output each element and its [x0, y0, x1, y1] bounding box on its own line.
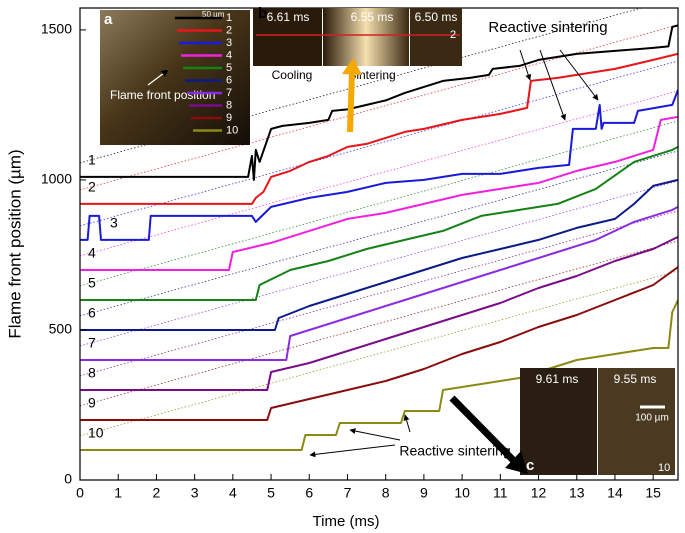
annotation: Reactive sintering: [399, 443, 510, 459]
x-tick-label: 3: [191, 485, 199, 501]
arrow-head: [342, 58, 362, 75]
x-tick-label: 14: [607, 485, 623, 501]
inset-number: 4: [226, 49, 232, 61]
x-tick-label: 4: [229, 485, 237, 501]
guide-line: [80, 150, 678, 317]
series-label: 1: [88, 152, 96, 168]
inset-shade: [100, 10, 250, 145]
inset-image: [253, 8, 322, 66]
panel-label: a: [104, 11, 113, 28]
x-tick-label: 2: [153, 485, 161, 501]
x-tick-label: 8: [382, 485, 390, 501]
inset-number: 10: [658, 462, 670, 474]
series-line: [80, 52, 678, 205]
arrow: [519, 49, 532, 81]
inset-number: 9: [226, 112, 232, 124]
x-tick-label: 12: [531, 485, 547, 501]
series-line: [80, 178, 678, 331]
series-label: 9: [88, 395, 96, 411]
y-tick-label: 1000: [41, 171, 72, 187]
scale-label: 100 µm: [635, 413, 669, 424]
inset-time: 9.55 ms: [614, 372, 657, 386]
x-tick-label: 15: [645, 485, 661, 501]
inset-number: 5: [226, 62, 232, 74]
arrow: [309, 444, 396, 458]
series-line: [80, 24, 678, 181]
series-label: 4: [88, 245, 96, 261]
y-tick-label: 500: [49, 321, 73, 337]
series-line: [80, 299, 678, 451]
inset-number: 7: [226, 87, 232, 99]
x-tick-label: 9: [420, 485, 428, 501]
inset-number: 6: [226, 74, 232, 86]
inset-image: [598, 368, 675, 475]
inset-text-group: 9.61 ms 9.55 ms 100 µm 10: [536, 372, 671, 474]
y-tick-label: 0: [64, 471, 72, 487]
x-tick-label: 10: [454, 485, 470, 501]
series-line: [80, 236, 678, 391]
y-axis-label: Flame front position (µm): [5, 149, 24, 338]
series-group: [80, 24, 678, 451]
x-tick-label: 7: [344, 485, 352, 501]
x-tick-label: 13: [569, 485, 585, 501]
inset-caption: Cooling: [272, 68, 313, 82]
x-tick-label: 1: [114, 485, 122, 501]
arrow: [449, 395, 518, 465]
annotation: Reactive sintering: [488, 19, 607, 36]
x-tick-label: 5: [267, 485, 275, 501]
guide-line: [80, 180, 678, 347]
panel-label: c: [526, 457, 534, 474]
inset-number: 3: [226, 37, 232, 49]
arrow: [403, 414, 411, 433]
inset-time: 6.55 ms: [351, 10, 394, 24]
arrow-head: [505, 451, 528, 474]
series-line: [80, 266, 678, 421]
arrow: [347, 71, 355, 133]
series-label: 3: [110, 215, 118, 231]
series-label: 8: [88, 365, 96, 381]
inset-time: 9.61 ms: [536, 372, 579, 386]
inset-number: 2: [226, 24, 232, 36]
y-tick-label: 1500: [41, 21, 72, 37]
inset-image: [410, 8, 462, 66]
inset-image: [520, 368, 597, 475]
series-label: 7: [88, 335, 96, 351]
arrow: [147, 69, 169, 86]
x-tick-label: 6: [305, 485, 313, 501]
inset-number: 10: [226, 124, 238, 136]
inset-caption: Flame front position: [110, 88, 215, 102]
inset-image: [100, 10, 250, 145]
scale-label: 50 µm: [202, 10, 225, 19]
inset-time: 6.61 ms: [267, 10, 310, 24]
series-line: [80, 115, 678, 271]
series-label: 5: [88, 275, 96, 291]
inset-image: [323, 8, 409, 66]
series-label: 10: [88, 425, 104, 441]
arrow: [539, 49, 567, 121]
inset-time: 6.50 ms: [415, 10, 458, 24]
guide-line: [80, 210, 678, 377]
series-label: 2: [88, 179, 96, 195]
arrow: [559, 49, 599, 101]
inset-number: 8: [226, 99, 232, 111]
series-line: [80, 206, 678, 361]
series-line: [80, 89, 678, 241]
series-line: [80, 146, 678, 301]
x-tick-label: 11: [493, 485, 508, 501]
arrow: [349, 428, 401, 441]
inset-number: 1: [226, 12, 232, 24]
inset-number: 2: [450, 29, 456, 41]
series-label: 6: [88, 305, 96, 321]
x-tick-label: 0: [76, 485, 84, 501]
panel-label: b: [258, 5, 267, 22]
x-axis-label: Time (ms): [313, 513, 380, 530]
